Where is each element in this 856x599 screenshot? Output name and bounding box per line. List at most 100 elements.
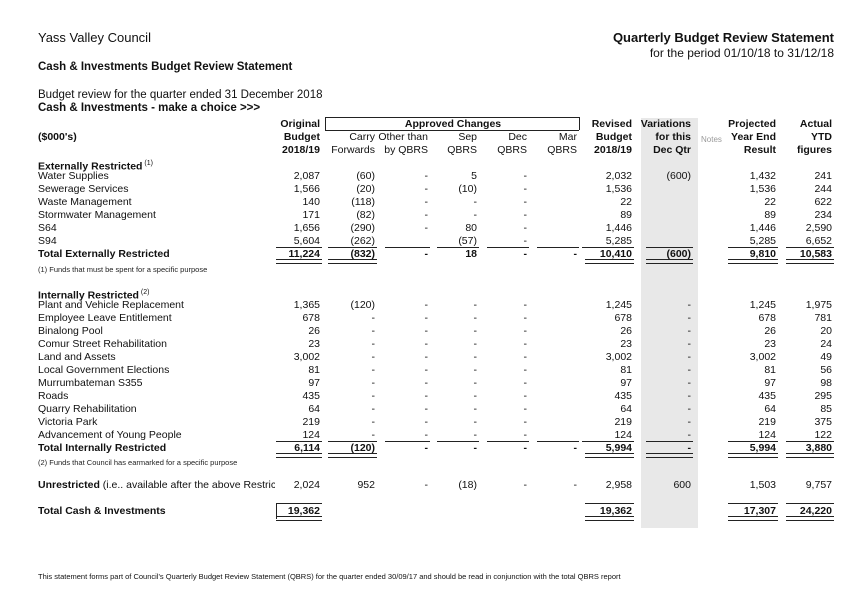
- total-internal-rule: [437, 441, 479, 442]
- dec-cell: -: [523, 338, 528, 350]
- revised-budget-header-line: 2018/19: [594, 144, 632, 156]
- carry-cell: -: [371, 325, 376, 337]
- other-cell: -: [424, 170, 429, 182]
- section-heading: Externally Restricted (1): [38, 157, 153, 174]
- row-label: Comur Street Rehabilitation: [38, 338, 167, 350]
- total-external-rule: [786, 247, 834, 248]
- original-budget-header-line: 2018/19: [282, 144, 320, 156]
- original-cell: 124: [302, 429, 320, 441]
- carry-cell: -: [371, 377, 376, 389]
- section-footnote-ref: (2): [138, 289, 150, 296]
- actual-cell: 56: [820, 364, 832, 376]
- projected-cell: 1,446: [749, 222, 776, 234]
- actual-cell: 244: [814, 183, 832, 195]
- revised-budget-header-line: Budget: [595, 131, 632, 143]
- original-cell: 1,365: [293, 299, 320, 311]
- actual-cell: 9,757: [805, 479, 832, 491]
- council-name: Yass Valley Council: [38, 30, 151, 45]
- total-internal-rule: [537, 441, 579, 442]
- projected-cell: 81: [764, 364, 776, 376]
- other-cell: -: [424, 403, 429, 415]
- row-label: S64: [38, 222, 57, 234]
- section-heading: Internally Restricted (2): [38, 286, 149, 303]
- other-cell: -: [424, 248, 429, 260]
- dec-cell: -: [523, 248, 528, 260]
- revised-cell: 10,410: [599, 248, 632, 260]
- original-cell: 3,002: [293, 351, 320, 363]
- sep-cell: (57): [458, 235, 477, 247]
- original-cell: 140: [302, 196, 320, 208]
- original-cell: 1,566: [293, 183, 320, 195]
- approved-box-top: [325, 117, 579, 118]
- actual-cell: 2,590: [805, 222, 832, 234]
- variations-cell: (600): [666, 248, 691, 260]
- dec-cell: -: [523, 429, 528, 441]
- total-row-label: Total Internally Restricted: [38, 442, 167, 454]
- table-footnote: (1) Funds that must be spent for a speci…: [38, 265, 208, 274]
- actual-cell: 622: [814, 196, 832, 208]
- original-cell: 19,362: [287, 505, 320, 517]
- dec-cell: -: [523, 235, 528, 247]
- dec-cell: -: [523, 196, 528, 208]
- row-label: Local Government Elections: [38, 364, 170, 376]
- sep-qbrs-header-line: Sep: [458, 131, 477, 143]
- variations-column-shading: [641, 118, 698, 528]
- dec-cell: -: [523, 312, 528, 324]
- carry-cell: -: [371, 312, 376, 324]
- variations-cell: -: [687, 403, 692, 415]
- projected-result-header-line: Result: [743, 144, 776, 156]
- row-label: Quarry Rehabilitation: [38, 403, 137, 415]
- carry-cell: (60): [356, 170, 375, 182]
- carry-cell: -: [371, 429, 376, 441]
- projected-cell: 1,245: [749, 299, 776, 311]
- sep-cell: -: [473, 442, 478, 454]
- grand-total-double-rule: [728, 516, 778, 521]
- actual-cell: 1,975: [805, 299, 832, 311]
- other-cell: -: [424, 442, 429, 454]
- unrestricted-label: Unrestricted (i.e.. available after the …: [38, 479, 275, 492]
- dec-cell: -: [523, 479, 528, 491]
- total-external-rule: [582, 247, 634, 248]
- row-label: Water Supplies: [38, 170, 109, 182]
- original-cell: 435: [302, 390, 320, 402]
- total-external-rule: [276, 247, 322, 248]
- dec-cell: -: [523, 222, 528, 234]
- revised-cell: 2,032: [605, 170, 632, 182]
- total-external-double-rule: [786, 259, 834, 264]
- variations-header-line: for this: [655, 131, 691, 143]
- row-label: Murrumbateman S355: [38, 377, 143, 389]
- revised-cell: 219: [614, 416, 632, 428]
- original-cell: 64: [308, 403, 320, 415]
- original-cell: 5,604: [293, 235, 320, 247]
- sep-cell: -: [473, 299, 478, 311]
- sep-cell: -: [473, 377, 478, 389]
- total-external-rule: [487, 247, 529, 248]
- total-external-double-rule: [276, 259, 322, 264]
- sep-cell: -: [473, 403, 478, 415]
- dec-cell: -: [523, 183, 528, 195]
- original-cell: 23: [308, 338, 320, 350]
- other-cell: -: [424, 183, 429, 195]
- dec-cell: -: [523, 351, 528, 363]
- revised-cell: 26: [620, 325, 632, 337]
- original-cell: 219: [302, 416, 320, 428]
- total-external-double-rule: [328, 259, 377, 264]
- row-label: Stormwater Management: [38, 209, 156, 221]
- dec-cell: -: [523, 209, 528, 221]
- actual-ytd-header-line: Actual: [799, 118, 832, 130]
- row-label: Victoria Park: [38, 416, 98, 428]
- variations-cell: -: [687, 429, 692, 441]
- original-cell: 1,656: [293, 222, 320, 234]
- other-than-qbrs-header-line: by QBRS: [384, 144, 428, 156]
- sep-cell: -: [473, 325, 478, 337]
- original-cell: 171: [302, 209, 320, 221]
- mar-qbrs-header-line: QBRS: [547, 144, 577, 156]
- sep-cell: -: [473, 209, 478, 221]
- projected-cell: 26: [764, 325, 776, 337]
- other-cell: -: [424, 209, 429, 221]
- original-cell: 11,224: [288, 248, 320, 260]
- other-cell: -: [424, 364, 429, 376]
- total-internal-rule: [487, 441, 529, 442]
- section-label: Externally Restricted: [38, 160, 143, 173]
- total-internal-rule: [646, 441, 693, 442]
